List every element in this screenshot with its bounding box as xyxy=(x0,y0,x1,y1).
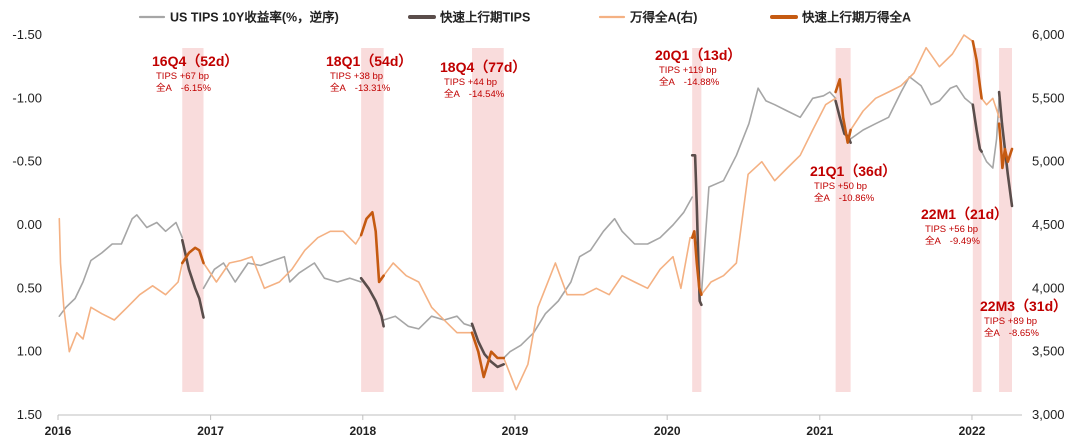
series-line-10 xyxy=(849,76,974,140)
x-tick-label-2016: 2016 xyxy=(45,424,72,438)
band-2 xyxy=(472,48,504,392)
x-tick-label-2021: 2021 xyxy=(806,424,833,438)
band-tips-3: TIPS +119 bp xyxy=(659,65,717,76)
series-line-27 xyxy=(997,122,1014,170)
x-tick-label-2017: 2017 xyxy=(197,424,224,438)
series-line-12 xyxy=(980,97,1000,169)
y-left-tick-2: -0.50 xyxy=(12,154,42,169)
y-left-tick-3: 0.00 xyxy=(17,217,42,232)
series-line-16 xyxy=(202,230,362,290)
series-line-22 xyxy=(700,97,837,296)
band-wind-5: 全A -9.49% xyxy=(925,235,980,247)
band-label-5: 22M1（21d） xyxy=(921,206,1008,222)
series-line-23 xyxy=(834,78,852,144)
series-line-26 xyxy=(980,97,1000,119)
band-tips-2: TIPS +44 bp xyxy=(444,77,497,88)
series-line-0 xyxy=(58,214,184,317)
band-tips-0: TIPS +67 bp xyxy=(156,71,209,82)
series-line-17 xyxy=(359,211,385,284)
band-tips-1: TIPS +38 bp xyxy=(330,71,383,82)
band-label-0: 16Q4（52d） xyxy=(152,53,238,69)
band-wind-1: 全A -13.31% xyxy=(330,82,391,94)
series-line-20 xyxy=(502,236,693,391)
band-4 xyxy=(835,48,851,392)
series-line-2 xyxy=(202,255,362,290)
series-line-24 xyxy=(849,34,974,131)
y-left-tick-6: 1.50 xyxy=(17,407,42,422)
x-tick-label-2022: 2022 xyxy=(959,424,986,438)
y-left-tick-1: -1.00 xyxy=(12,90,42,105)
y-right-tick-0: 3,000 xyxy=(1032,407,1065,422)
series-line-4 xyxy=(382,315,473,330)
y-left-tick-0: -1.50 xyxy=(12,27,42,42)
band-wind-2: 全A -14.54% xyxy=(444,88,505,100)
x-tick-label-2020: 2020 xyxy=(654,424,681,438)
series-line-1 xyxy=(181,238,205,319)
series-line-8 xyxy=(700,87,837,296)
series-line-7 xyxy=(690,154,703,307)
y-left-tick-4: 0.50 xyxy=(17,280,42,295)
series-line-14 xyxy=(58,217,184,353)
series-line-25 xyxy=(971,40,983,100)
series-line-11 xyxy=(971,103,983,153)
band-label-2: 18Q4（77d） xyxy=(440,59,526,75)
series-line-5 xyxy=(470,322,505,369)
axes-layer: 2016 2017 2018 2019 2020 2021 2022 -1.50 -1.00 -0… xyxy=(12,27,1064,438)
x-tick-label-2019: 2019 xyxy=(502,424,529,438)
series-line-18 xyxy=(382,262,473,334)
y-right-tick-5: 5,500 xyxy=(1032,90,1065,105)
band-label-6: 22M3（31d） xyxy=(980,298,1067,314)
band-wind-3: 全A -14.88% xyxy=(659,76,720,88)
series-line-19 xyxy=(470,331,505,379)
series-layer xyxy=(58,34,1014,391)
band-1 xyxy=(361,48,384,392)
band-0 xyxy=(182,48,204,392)
y-right-tick-4: 5,000 xyxy=(1032,154,1065,169)
band-wind-4: 全A -10.86% xyxy=(814,192,875,204)
bands-layer xyxy=(182,48,1012,392)
series-line-6 xyxy=(502,196,693,359)
legend: US TIPS 10Y收益率(%，逆序) 快速上行期TIPS 万得全A(右) 快速上行… xyxy=(138,10,911,25)
series-line-21 xyxy=(690,230,703,296)
band-label-1: 18Q1（54d） xyxy=(326,53,412,69)
legend-label-0: US TIPS 10Y收益率(%，逆序) xyxy=(170,10,339,25)
x-tick-label-2018: 2018 xyxy=(349,424,376,438)
band-wind-0: 全A -6.15% xyxy=(156,82,211,94)
band-tips-6: TIPS +89 bp xyxy=(984,316,1037,327)
band-tips-5: TIPS +56 bp xyxy=(925,224,978,235)
legend-label-3: 快速上行期万得全A xyxy=(802,10,911,25)
series-line-3 xyxy=(359,276,385,328)
legend-label-2: 万得全A(右) xyxy=(629,10,697,25)
y-right-tick-3: 4,500 xyxy=(1032,217,1065,232)
series-line-15 xyxy=(181,246,205,265)
band-tips-4: TIPS +50 bp xyxy=(814,181,867,192)
y-right-tick-2: 4,000 xyxy=(1032,280,1065,295)
band-label-3: 20Q1（13d） xyxy=(655,47,741,63)
y-left-tick-5: 1.00 xyxy=(17,344,42,359)
legend-label-1: 快速上行期TIPS xyxy=(440,10,530,25)
band-5 xyxy=(972,48,982,392)
band-wind-6: 全A -8.65% xyxy=(984,327,1039,339)
y-right-tick-6: 6,000 xyxy=(1032,27,1065,42)
band-label-4: 21Q1（36d） xyxy=(810,163,896,179)
y-right-tick-1: 3,500 xyxy=(1032,344,1065,359)
